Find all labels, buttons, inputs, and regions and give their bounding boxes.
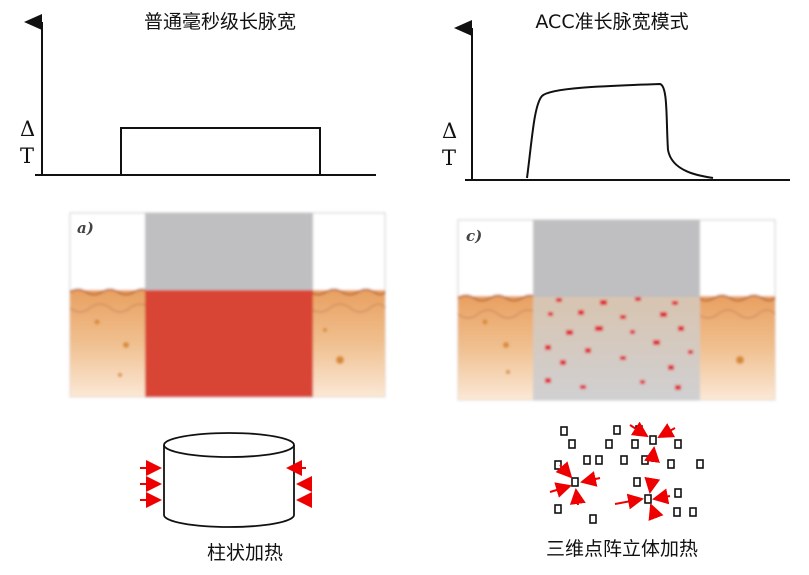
- cylinder: [163, 432, 295, 528]
- panel-label: c): [466, 227, 482, 245]
- pulse-curve: [526, 82, 714, 179]
- title: 普通毫秒级长脉宽: [144, 11, 296, 33]
- axis-label: Δ: [20, 117, 35, 141]
- tissue-panel: [457, 219, 776, 401]
- panel-label: a): [77, 219, 94, 237]
- heat-arrows: [549, 421, 676, 521]
- axis-label: T: [20, 144, 34, 168]
- axis-label: Δ: [442, 119, 457, 143]
- axis-label: T: [442, 146, 456, 170]
- tissue-panel: [69, 212, 386, 398]
- lattice-points: [554, 425, 704, 524]
- heat-arrows: [140, 460, 312, 508]
- caption: 柱状加热: [207, 542, 283, 564]
- pulse: [120, 127, 321, 176]
- title: ACC准长脉宽模式: [535, 11, 688, 33]
- caption: 三维点阵立体加热: [546, 538, 698, 560]
